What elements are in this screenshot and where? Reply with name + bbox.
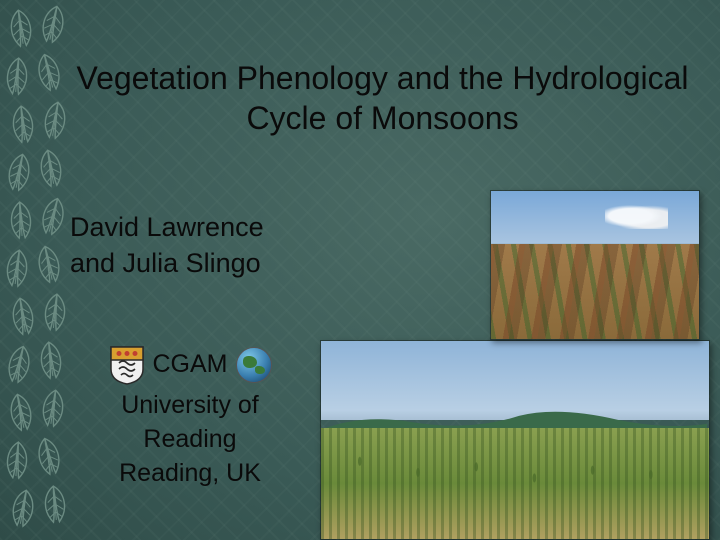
author-line-1: David Lawrence xyxy=(70,210,264,246)
university-crest-icon xyxy=(109,345,145,385)
photo-field-hills xyxy=(320,340,710,540)
globe-icon xyxy=(236,347,272,383)
location-line: Reading, UK xyxy=(80,457,300,491)
author-line-2: and Julia Slingo xyxy=(70,246,264,282)
slide-title: Vegetation Phenology and the Hydrologica… xyxy=(75,58,690,138)
photo-stack xyxy=(340,190,710,530)
affiliation-row-logos: CGAM xyxy=(80,345,300,385)
center-name: CGAM xyxy=(153,348,228,382)
university-line-2: Reading xyxy=(80,423,300,457)
photo-crop-rows xyxy=(490,190,700,340)
authors-block: David Lawrence and Julia Slingo xyxy=(70,210,264,281)
university-line-1: University of xyxy=(80,389,300,423)
affiliation-block: CGAM University of Reading Reading, UK xyxy=(80,345,300,490)
